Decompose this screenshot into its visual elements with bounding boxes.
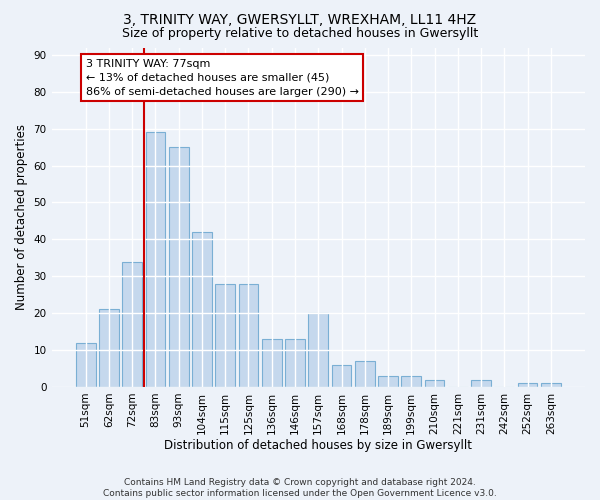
Bar bbox=[99, 310, 119, 387]
Bar bbox=[146, 132, 166, 387]
Bar bbox=[192, 232, 212, 387]
Bar bbox=[518, 384, 538, 387]
Bar bbox=[169, 147, 188, 387]
Bar bbox=[239, 284, 259, 387]
Bar bbox=[471, 380, 491, 387]
Bar bbox=[215, 284, 235, 387]
Bar bbox=[308, 313, 328, 387]
Bar bbox=[262, 339, 281, 387]
Bar bbox=[332, 365, 352, 387]
Bar bbox=[401, 376, 421, 387]
Text: Contains HM Land Registry data © Crown copyright and database right 2024.
Contai: Contains HM Land Registry data © Crown c… bbox=[103, 478, 497, 498]
Text: 3 TRINITY WAY: 77sqm
← 13% of detached houses are smaller (45)
86% of semi-detac: 3 TRINITY WAY: 77sqm ← 13% of detached h… bbox=[86, 58, 359, 96]
Bar bbox=[355, 361, 374, 387]
X-axis label: Distribution of detached houses by size in Gwersyllt: Distribution of detached houses by size … bbox=[164, 440, 472, 452]
Bar bbox=[285, 339, 305, 387]
Bar bbox=[425, 380, 445, 387]
Bar bbox=[378, 376, 398, 387]
Y-axis label: Number of detached properties: Number of detached properties bbox=[15, 124, 28, 310]
Bar bbox=[76, 342, 95, 387]
Text: 3, TRINITY WAY, GWERSYLLT, WREXHAM, LL11 4HZ: 3, TRINITY WAY, GWERSYLLT, WREXHAM, LL11… bbox=[124, 12, 476, 26]
Bar bbox=[541, 384, 561, 387]
Bar bbox=[122, 262, 142, 387]
Text: Size of property relative to detached houses in Gwersyllt: Size of property relative to detached ho… bbox=[122, 28, 478, 40]
